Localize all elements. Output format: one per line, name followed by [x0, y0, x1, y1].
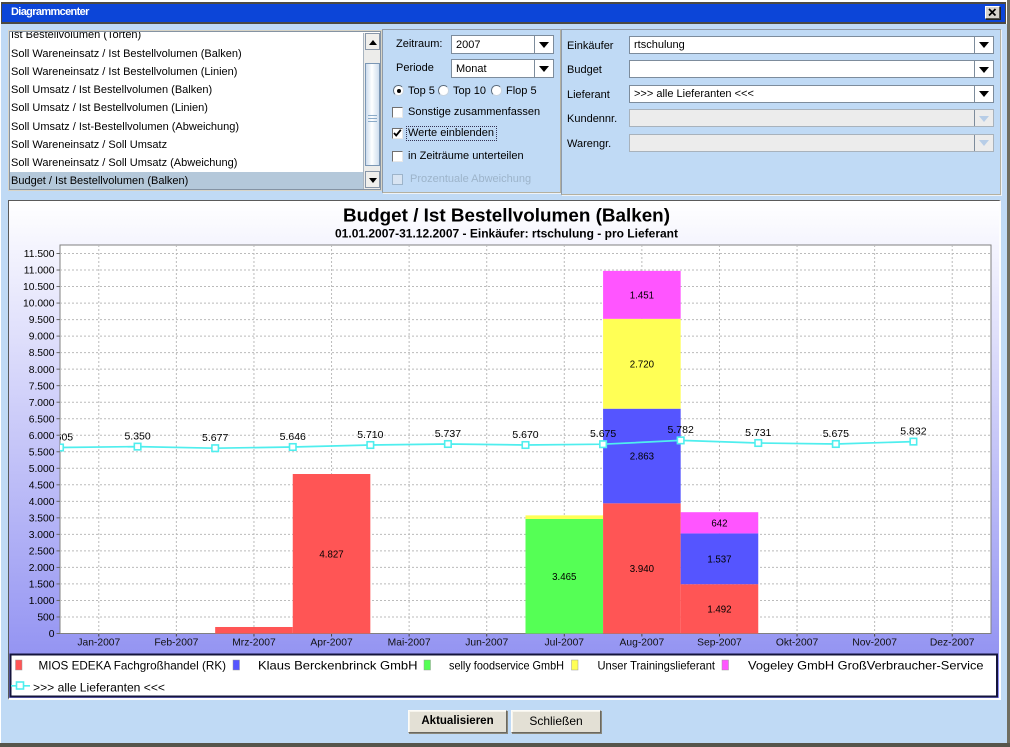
svg-text:4.000: 4.000	[29, 497, 55, 508]
svg-text:3.000: 3.000	[29, 530, 55, 541]
svg-text:2.000: 2.000	[29, 563, 55, 574]
svg-text:Jul-2007: Jul-2007	[545, 638, 585, 649]
svg-text:1.451: 1.451	[630, 290, 654, 301]
svg-text:7.500: 7.500	[29, 381, 55, 392]
svg-text:10.500: 10.500	[23, 282, 55, 293]
svg-text:6.000: 6.000	[29, 431, 55, 442]
svg-text:6.500: 6.500	[29, 414, 55, 425]
svg-text:4.827: 4.827	[319, 549, 343, 560]
svg-text:5.832: 5.832	[900, 425, 926, 437]
svg-text:1.492: 1.492	[707, 604, 731, 615]
svg-text:5.500: 5.500	[29, 447, 55, 458]
svg-text:MIOS EDEKA Fachgroßhandel (RK): MIOS EDEKA Fachgroßhandel (RK)	[39, 659, 227, 673]
svg-text:9.500: 9.500	[29, 315, 55, 326]
svg-text:Nov-2007: Nov-2007	[852, 638, 897, 649]
svg-text:Mrz-2007: Mrz-2007	[232, 638, 276, 649]
svg-text:3.940: 3.940	[630, 564, 655, 575]
svg-text:5.670: 5.670	[512, 429, 538, 441]
svg-text:Unser Trainingslieferant: Unser Trainingslieferant	[598, 659, 716, 673]
svg-text:Mai-2007: Mai-2007	[388, 638, 431, 649]
svg-text:Sep-2007: Sep-2007	[697, 638, 742, 649]
svg-text:4.500: 4.500	[29, 480, 55, 491]
svg-text:8.500: 8.500	[29, 348, 55, 359]
svg-text:1.000: 1.000	[29, 596, 55, 607]
svg-text:Budget / Ist Bestellvolumen (B: Budget / Ist Bestellvolumen (Balken)	[343, 205, 670, 226]
svg-text:5.677: 5.677	[202, 432, 228, 444]
svg-text:Dez-2007: Dez-2007	[930, 638, 975, 649]
svg-text:selly foodservice GmbH: selly foodservice GmbH	[449, 659, 564, 673]
svg-text:Jan-2007: Jan-2007	[77, 638, 120, 649]
svg-text:5.000: 5.000	[29, 464, 55, 475]
svg-text:11.500: 11.500	[24, 249, 55, 260]
svg-text:5.737: 5.737	[435, 428, 461, 440]
svg-text:5.350: 5.350	[124, 430, 150, 442]
svg-text:Klaus Berckenbrinck GmbH: Klaus Berckenbrinck GmbH	[258, 659, 418, 673]
svg-text:1.537: 1.537	[707, 554, 731, 565]
svg-text:5.605: 5.605	[47, 431, 73, 443]
svg-text:1.500: 1.500	[29, 580, 55, 591]
svg-text:5.646: 5.646	[280, 431, 306, 443]
svg-text:5.782: 5.782	[668, 424, 694, 436]
svg-text:01.01.2007-31.12.2007 - Einkäu: 01.01.2007-31.12.2007 - Einkäufer: rtsch…	[335, 227, 678, 241]
svg-text:3.465: 3.465	[552, 572, 576, 583]
svg-text:9.000: 9.000	[29, 332, 55, 343]
svg-text:8.000: 8.000	[29, 365, 55, 376]
svg-text:2.500: 2.500	[29, 546, 55, 557]
svg-text:7.000: 7.000	[29, 398, 55, 409]
svg-text:2.863: 2.863	[630, 452, 654, 463]
svg-text:5.710: 5.710	[357, 429, 383, 441]
svg-text:0: 0	[49, 629, 55, 640]
svg-text:10.000: 10.000	[23, 299, 55, 310]
svg-text:2.720: 2.720	[630, 359, 655, 370]
svg-text:Okt-2007: Okt-2007	[776, 638, 819, 649]
svg-text:642: 642	[711, 518, 727, 529]
svg-text:11.000: 11.000	[24, 266, 55, 277]
svg-text:>>> alle Lieferanten <<<: >>> alle Lieferanten <<<	[33, 681, 165, 695]
svg-text:3.500: 3.500	[29, 513, 55, 524]
svg-text:5.675: 5.675	[590, 428, 616, 440]
svg-text:5.731: 5.731	[745, 427, 771, 439]
svg-text:Vogeley GmbH GroßVerbraucher-S: Vogeley GmbH GroßVerbraucher-Service	[748, 659, 984, 673]
svg-text:500: 500	[37, 613, 54, 624]
svg-text:5.675: 5.675	[823, 428, 849, 440]
svg-text:Apr-2007: Apr-2007	[310, 638, 353, 649]
svg-text:Jun-2007: Jun-2007	[465, 638, 508, 649]
svg-text:Feb-2007: Feb-2007	[154, 638, 198, 649]
svg-text:Aug-2007: Aug-2007	[620, 638, 665, 649]
